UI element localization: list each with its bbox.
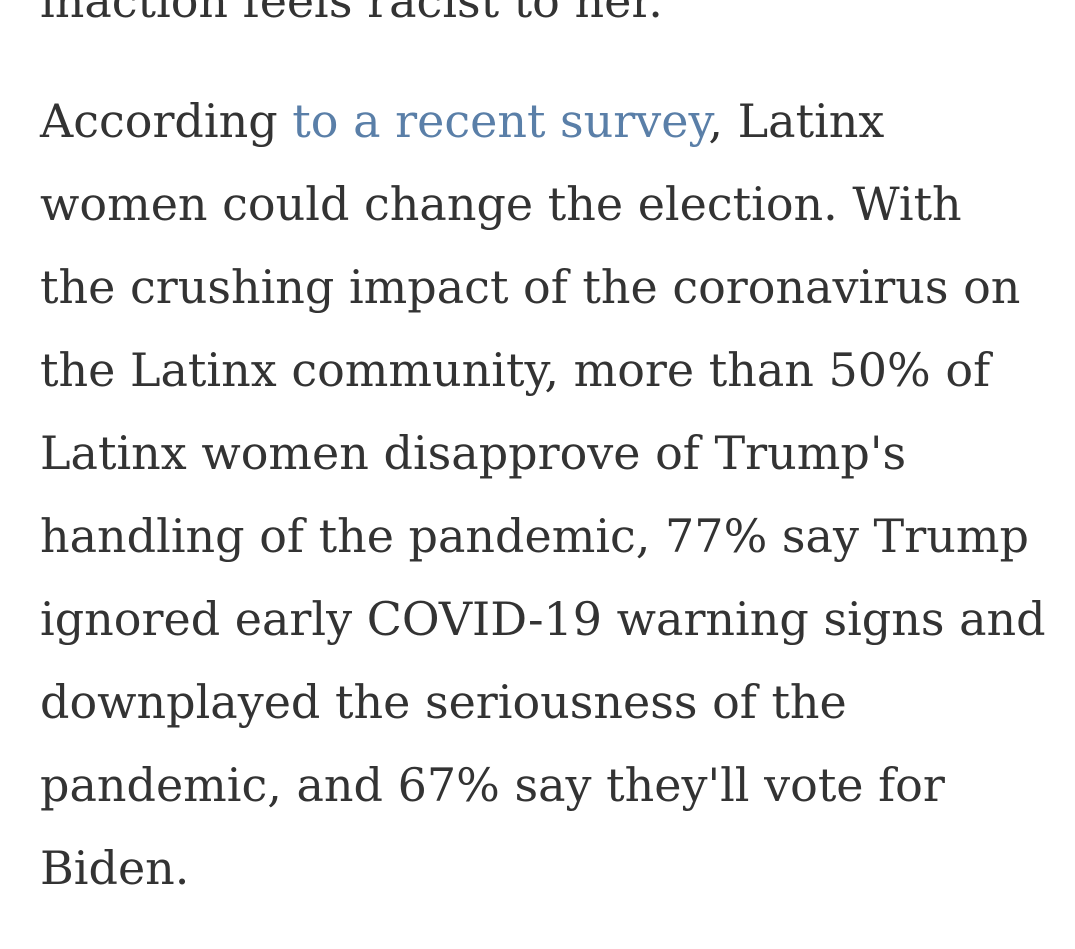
paragraph-line: downplayed the seriousness of the <box>40 675 847 729</box>
paragraph-line: the Latinx community, more than 50% of <box>40 343 991 397</box>
paragraph-line-1: According to a recent survey, Latinx <box>40 80 1046 163</box>
paragraph-line: Latinx women disapprove of Trump's <box>40 426 907 480</box>
previous-paragraph-last-line: inaction feels racist to her." <box>40 0 685 28</box>
article-paragraph: According to a recent survey, Latinx wom… <box>40 80 1046 910</box>
paragraph-line: pandemic, and 67% say they'll vote for <box>40 758 945 812</box>
after-link-text: , Latinx <box>708 94 885 148</box>
paragraph-line: ignored early COVID-19 warning signs and <box>40 592 1046 646</box>
paragraph-line: the crushing impact of the coronavirus o… <box>40 260 1021 314</box>
paragraph-line: Biden. <box>40 841 190 895</box>
paragraph-line: handling of the pandemic, 77% say Trump <box>40 509 1029 563</box>
survey-link[interactable]: to a recent survey <box>292 94 709 148</box>
paragraph-line: women could change the election. With <box>40 177 962 231</box>
lead-text: According <box>40 94 293 148</box>
